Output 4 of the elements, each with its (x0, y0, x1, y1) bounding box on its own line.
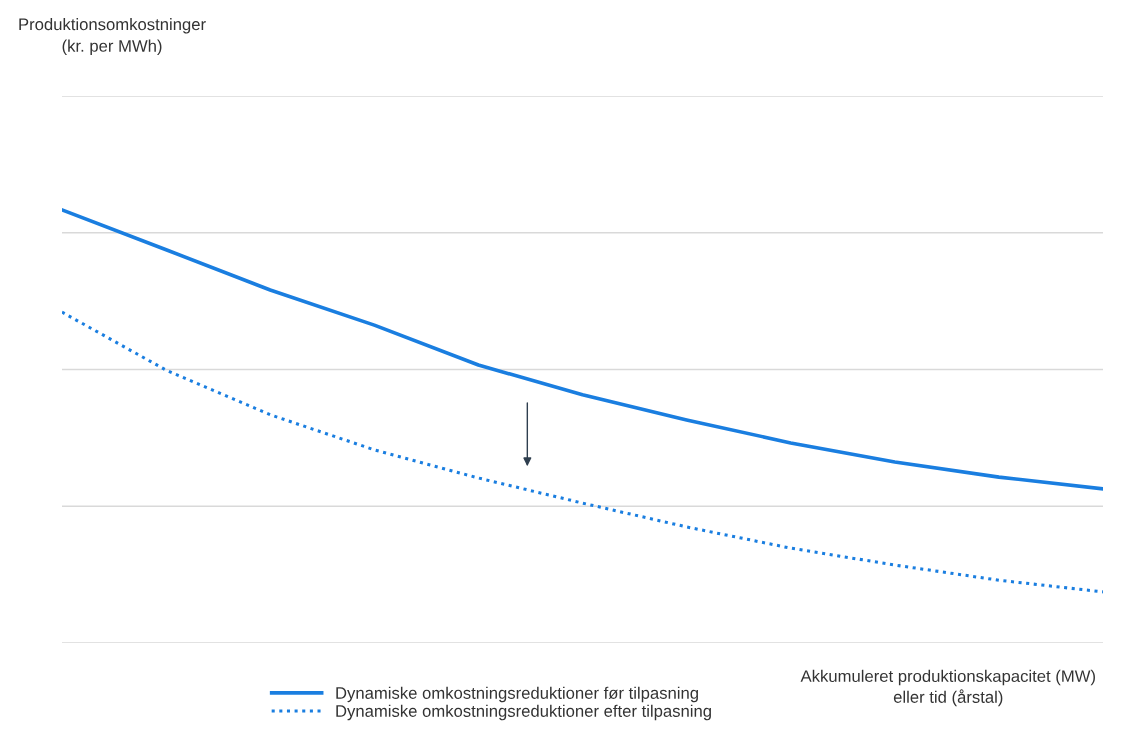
text: Produktionsomkostninger (kr. per MWh) (19, 18, 206, 56)
legend-label: Dynamiske omkostningsreduktioner før tilpasning (336, 686, 698, 703)
x-axis-title: Akkumuleret produktionskapacitet (MW) eller tid (årstal) (800, 669, 1095, 707)
legend-label: Dynamiske omkostningsreduktioner efter tilpasning (336, 704, 711, 721)
